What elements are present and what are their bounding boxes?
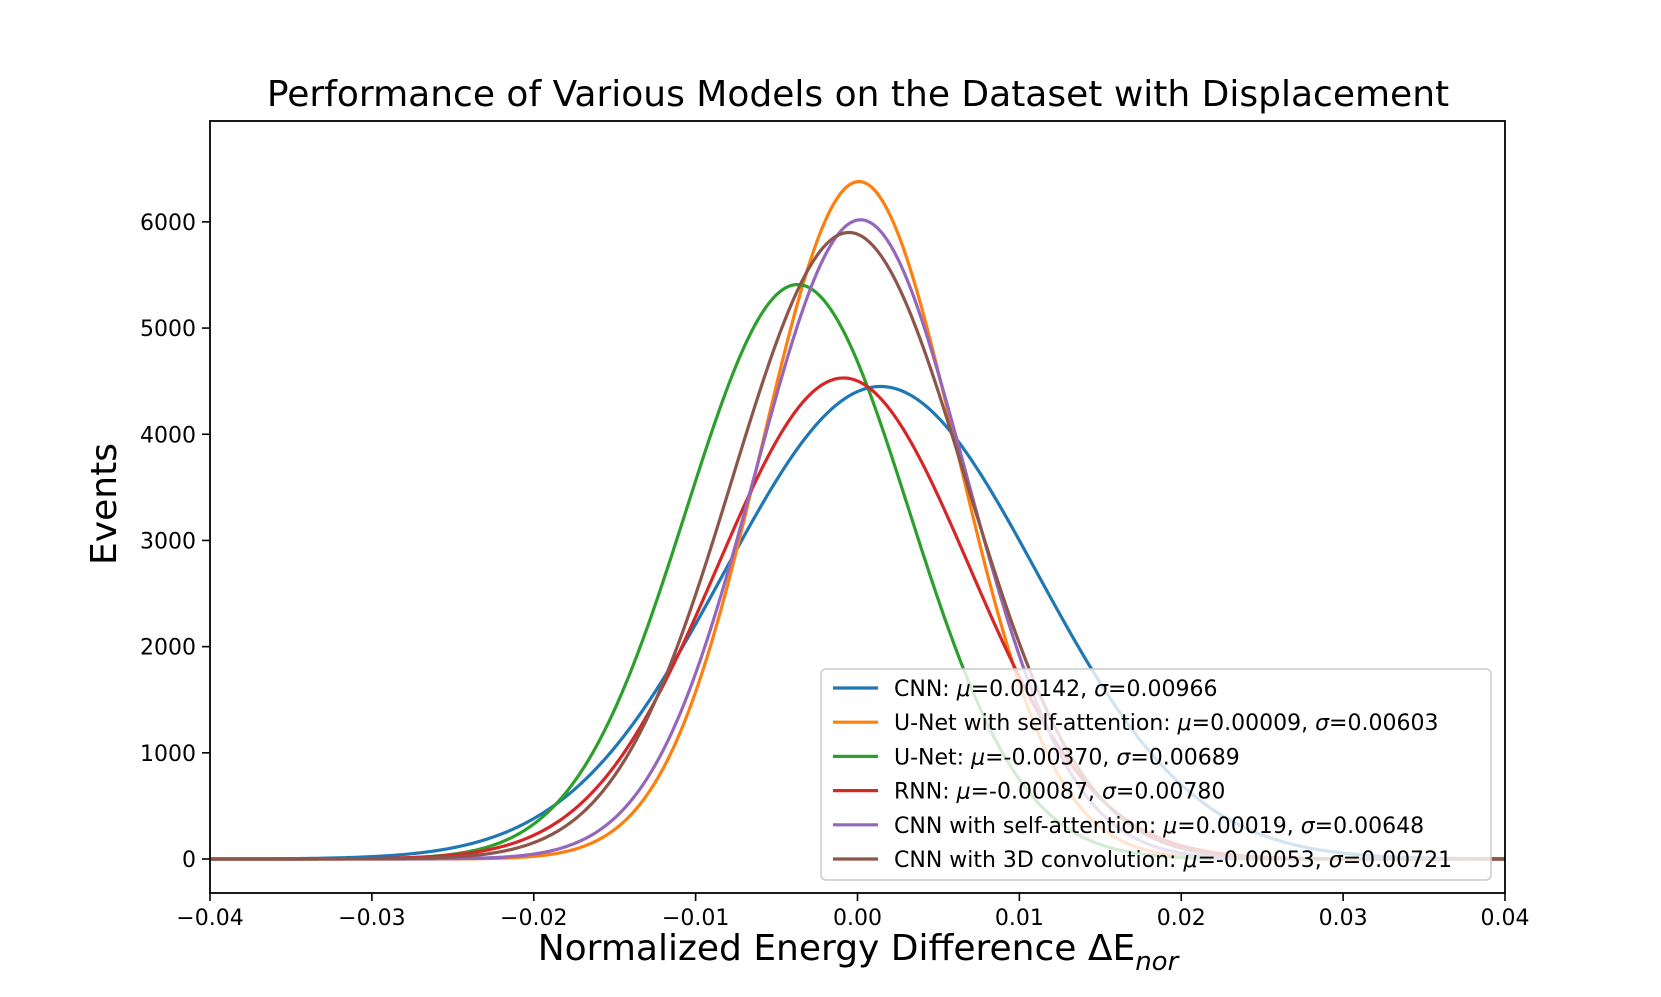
legend-symbol: σ	[1301, 814, 1316, 839]
x-tick-label: 0.00	[833, 906, 882, 931]
legend-symbol: σ	[1116, 745, 1131, 770]
legend-text: =0.00780	[1116, 780, 1225, 805]
x-tick-label: −0.02	[500, 906, 567, 931]
chart-title: Performance of Various Models on the Dat…	[267, 74, 1449, 115]
legend-symbol: σ	[1102, 780, 1117, 805]
legend-text: CNN with 3D convolution:	[894, 848, 1183, 873]
x-tick-label: −0.03	[338, 906, 405, 931]
legend-entry: RNN: μ=-0.00087, σ=0.00780	[894, 780, 1225, 805]
legend-entry: CNN with self-attention: μ=0.00019, σ=0.…	[894, 814, 1424, 839]
legend-text: =0.00689	[1130, 745, 1239, 770]
legend-entry: U-Net with self-attention: μ=0.00009, σ=…	[894, 711, 1438, 736]
legend-text: =-0.00053,	[1197, 848, 1328, 873]
legend-text: =0.00142,	[971, 677, 1094, 702]
y-tick-label: 5000	[140, 317, 196, 342]
y-tick-label: 0	[182, 848, 196, 873]
x-axis-label-main: Normalized Energy Difference ΔE	[538, 928, 1135, 969]
x-axis-label: Normalized Energy Difference ΔEnor	[538, 928, 1181, 977]
legend-symbol: μ	[970, 745, 985, 770]
legend-text: =0.00009,	[1192, 711, 1315, 736]
x-tick-label: 0.03	[1319, 906, 1368, 931]
legend-symbol: σ	[1329, 848, 1344, 873]
legend-text: U-Net:	[894, 745, 971, 770]
legend-text: CNN with self-attention:	[894, 814, 1163, 839]
legend-symbol: μ	[1182, 848, 1197, 873]
y-tick-label: 6000	[140, 211, 196, 236]
legend-symbol: μ	[1177, 711, 1192, 736]
legend-symbol: σ	[1315, 711, 1330, 736]
legend-text: RNN:	[894, 780, 957, 805]
x-tick-label: −0.01	[662, 906, 729, 931]
legend-text: =0.00648	[1315, 814, 1424, 839]
legend-symbol: μ	[956, 780, 971, 805]
legend-entry: U-Net: μ=-0.00370, σ=0.00689	[894, 745, 1240, 770]
legend-entry: CNN with 3D convolution: μ=-0.00053, σ=0…	[894, 848, 1452, 873]
legend-text: CNN:	[894, 677, 957, 702]
x-axis-label-subscript: nor	[1135, 947, 1180, 977]
legend-text: =0.00966	[1108, 677, 1217, 702]
legend-text: =0.00019,	[1177, 814, 1300, 839]
legend-symbol: σ	[1094, 677, 1109, 702]
y-axis-label: Events	[84, 443, 125, 565]
plot-area: −0.04 −0.03 −0.02 −0.01 0.00 0.01 0.02 0.03 0.04…	[140, 120, 1530, 931]
legend-symbol: μ	[956, 677, 971, 702]
x-tick-label: 0.01	[995, 906, 1044, 931]
legend-text: =0.00603	[1329, 711, 1438, 736]
legend-text: U-Net with self-attention:	[894, 711, 1178, 736]
legend-text: =-0.00370,	[985, 745, 1116, 770]
legend-text: =0.00721	[1343, 848, 1452, 873]
legend-text: =-0.00087,	[971, 780, 1102, 805]
y-tick-label: 3000	[140, 529, 196, 554]
x-tick-label: 0.02	[1157, 906, 1206, 931]
legend-entry: CNN: μ=0.00142, σ=0.00966	[894, 677, 1217, 702]
legend-box	[820, 668, 1492, 881]
y-tick-label: 2000	[140, 636, 196, 661]
x-tick-label: 0.04	[1481, 906, 1530, 931]
x-tick-label: −0.04	[176, 906, 243, 931]
y-tick-label: 1000	[140, 742, 196, 767]
y-tick-label: 4000	[140, 423, 196, 448]
legend-symbol: μ	[1162, 814, 1177, 839]
